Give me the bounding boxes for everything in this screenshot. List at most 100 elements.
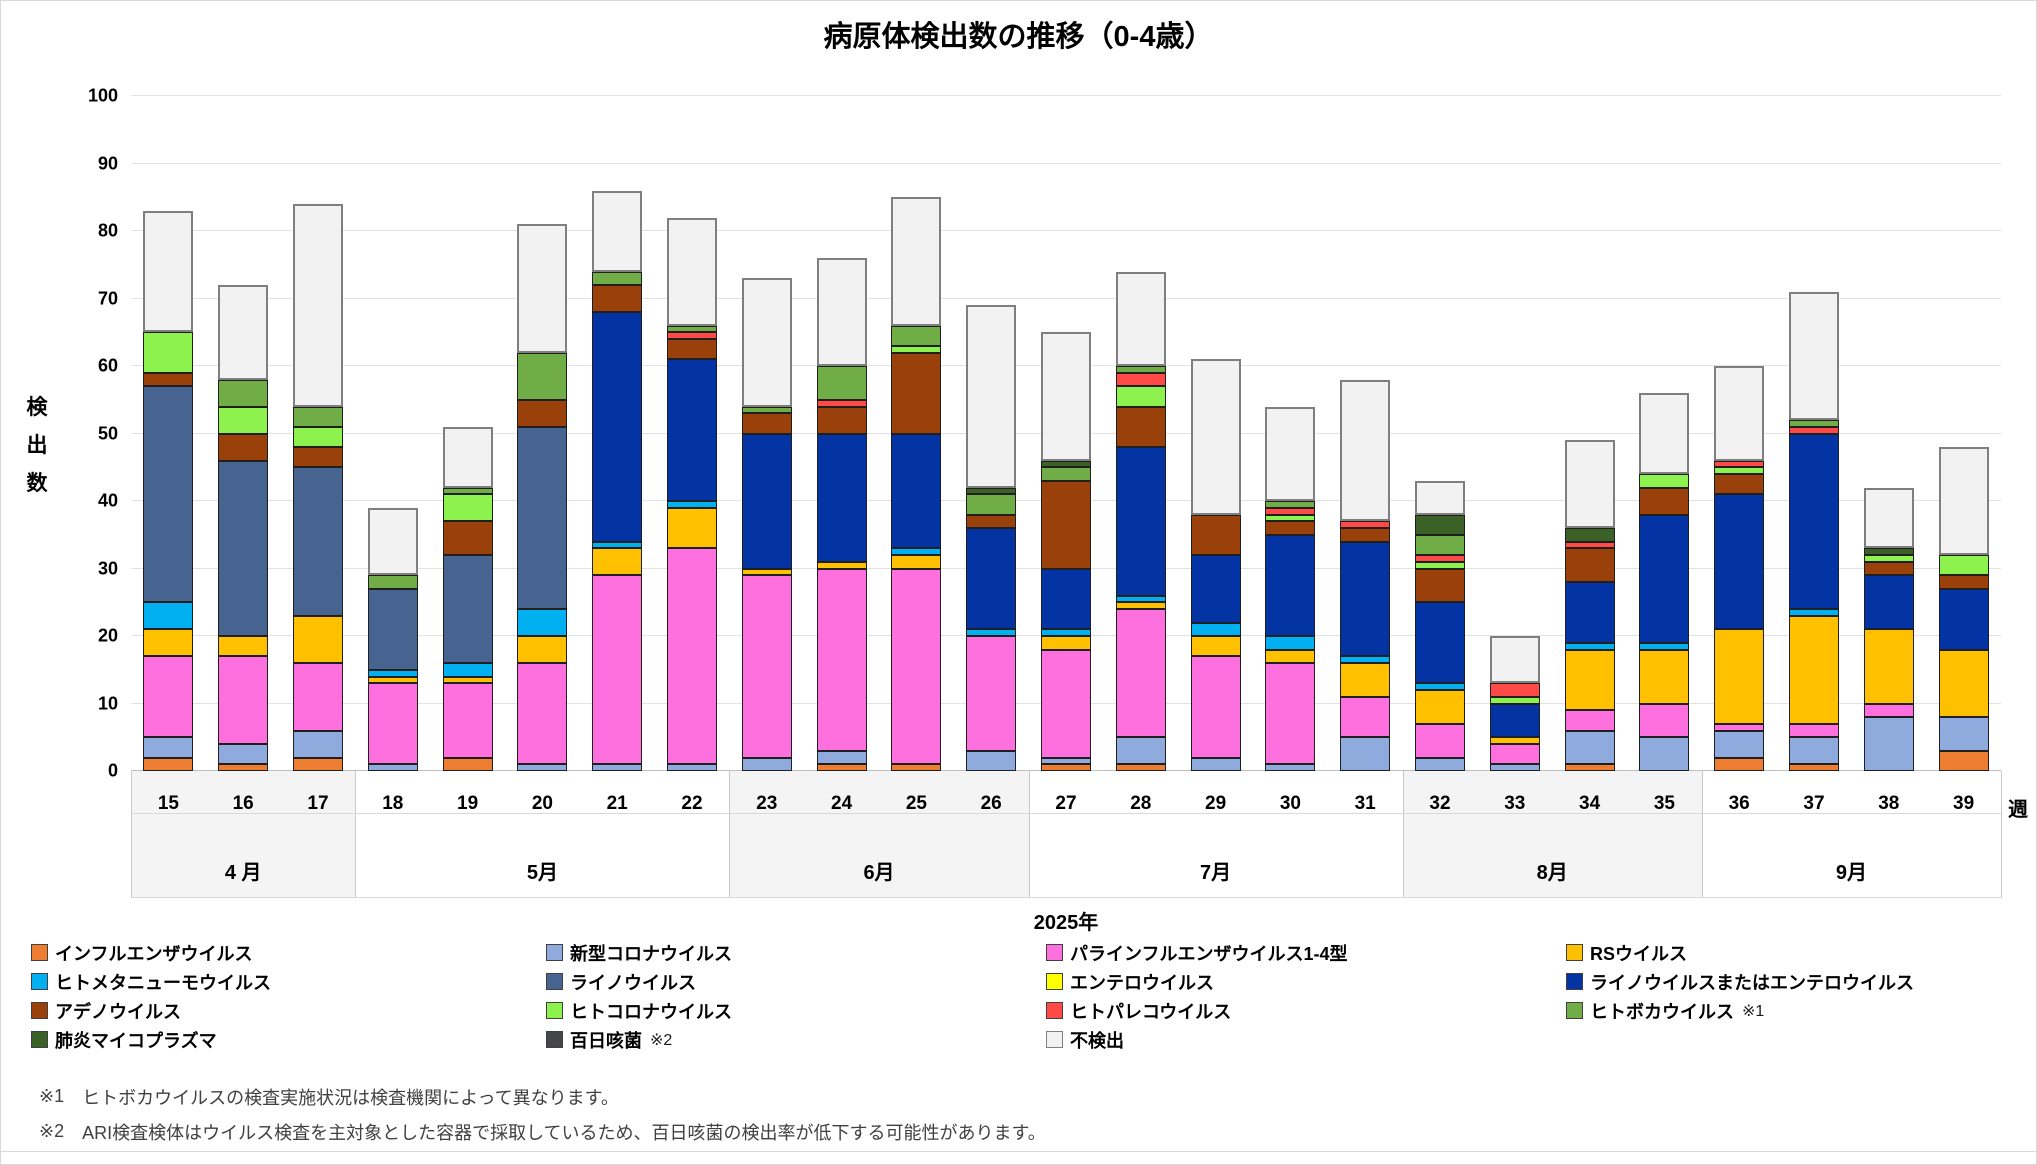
footnote-marker: ※2	[39, 1121, 65, 1141]
x-axis-unit-label: 週	[2008, 799, 2028, 821]
y-tick-label: 50	[97, 423, 118, 443]
bar-segment	[592, 271, 643, 285]
bar-segment	[1714, 494, 1765, 630]
bar-segment	[143, 210, 194, 333]
bar-segment	[1564, 582, 1615, 643]
bar-segment	[1415, 723, 1465, 758]
bar-segment	[1190, 359, 1241, 515]
bar-segment	[966, 629, 1017, 636]
bar-segment	[966, 494, 1017, 515]
plot-area	[131, 95, 2001, 771]
bar-segment	[1340, 737, 1391, 771]
bar-segment	[1714, 460, 1765, 468]
bar-segment	[816, 568, 867, 751]
bar-week-36	[1714, 96, 1765, 771]
bar-segment	[1190, 656, 1241, 758]
legend-note: ※1	[1742, 1002, 1765, 1020]
bar-segment	[667, 217, 717, 326]
bar-segment	[1938, 555, 1989, 576]
bar-week-18	[367, 96, 418, 771]
bar-segment	[517, 764, 568, 771]
y-tick-label: 60	[97, 355, 118, 376]
bar-segment	[1863, 561, 1914, 576]
y-tick-label: 80	[97, 220, 118, 241]
week-tick-label: 31	[1354, 793, 1376, 814]
bar-segment	[1415, 555, 1465, 562]
footnote-marker: ※1	[39, 1086, 65, 1106]
bar-segment	[442, 757, 493, 771]
bar-segment	[891, 555, 942, 569]
bar-week-37	[1789, 96, 1839, 771]
legend-label: インフルエンザウイルス	[55, 943, 253, 964]
bar-segment	[891, 197, 942, 326]
month-label: 8月	[1536, 862, 1568, 884]
bar-segment	[218, 460, 269, 636]
footnote-text: ヒトボカウイルスの検査実施状況は検査機関によって異なります。	[82, 1087, 619, 1108]
bar-segment	[1340, 541, 1391, 657]
bar-segment	[218, 656, 269, 744]
bar-segment	[1415, 534, 1465, 555]
bar-segment	[1340, 696, 1391, 738]
bar-segment	[592, 548, 643, 576]
bar-segment	[1789, 609, 1839, 616]
bar-segment	[741, 568, 792, 576]
bar-week-24	[816, 96, 867, 771]
bar-segment	[1041, 460, 1091, 468]
bar-segment	[741, 413, 792, 434]
bar-segment	[293, 204, 343, 407]
bar-segment	[1789, 420, 1839, 427]
bar-week-21	[592, 96, 643, 771]
bar-segment	[1190, 757, 1241, 771]
bar-segment	[442, 683, 493, 758]
legend-swatch	[31, 944, 48, 961]
week-tick-label: 15	[157, 793, 179, 814]
bar-segment	[1863, 629, 1914, 704]
week-tick-label: 24	[831, 793, 853, 814]
bar-segment	[1115, 372, 1166, 387]
bar-segment	[966, 636, 1017, 751]
bar-week-20	[517, 96, 568, 771]
bar-segment	[816, 764, 867, 771]
week-tick-label: 27	[1055, 793, 1077, 814]
legend-swatch	[1046, 973, 1063, 990]
bar-segment	[143, 757, 194, 771]
bar-segment	[1714, 757, 1765, 771]
month-group-separator	[2001, 771, 2002, 898]
bar-segment	[667, 325, 717, 333]
bar-segment	[1489, 683, 1540, 697]
bar-segment	[1415, 683, 1465, 690]
bar-segment	[1714, 467, 1765, 474]
bar-segment	[1564, 440, 1615, 528]
legend-label: ヒトボカウイルス	[1590, 1001, 1734, 1022]
bar-segment	[1340, 521, 1391, 528]
bar-segment	[293, 730, 343, 758]
y-tick-label: 40	[97, 490, 118, 511]
bar-segment	[143, 737, 194, 758]
bar-segment	[1041, 757, 1091, 765]
bar-segment	[1789, 433, 1839, 609]
week-tick-label: 38	[1878, 793, 1900, 814]
bar-segment	[667, 339, 717, 360]
bar-segment	[1041, 467, 1091, 481]
bar-segment	[143, 332, 194, 373]
month-group-separator	[131, 771, 132, 898]
bar-segment	[1714, 730, 1765, 758]
bar-segment	[592, 190, 643, 272]
bar-segment	[966, 528, 1017, 630]
legend-label: ヒトパレコウイルス	[1070, 1001, 1232, 1022]
bar-segment	[1714, 366, 1765, 461]
bar-segment	[1041, 568, 1091, 630]
week-tick-label: 16	[232, 793, 254, 814]
y-tick-label: 30	[97, 558, 118, 578]
bar-segment	[1789, 737, 1839, 765]
legend-label: ライノウイルスまたはエンテロウイルス	[1590, 972, 1914, 993]
bar-segment	[667, 548, 717, 765]
bar-week-19	[442, 96, 493, 771]
y-tick-label: 70	[97, 288, 118, 308]
bar-segment	[1265, 501, 1316, 508]
legend-item: 新型コロナウイルス	[546, 938, 1046, 967]
bar-segment	[592, 285, 643, 312]
week-tick-label: 21	[606, 793, 628, 814]
bar-segment	[1564, 730, 1615, 765]
